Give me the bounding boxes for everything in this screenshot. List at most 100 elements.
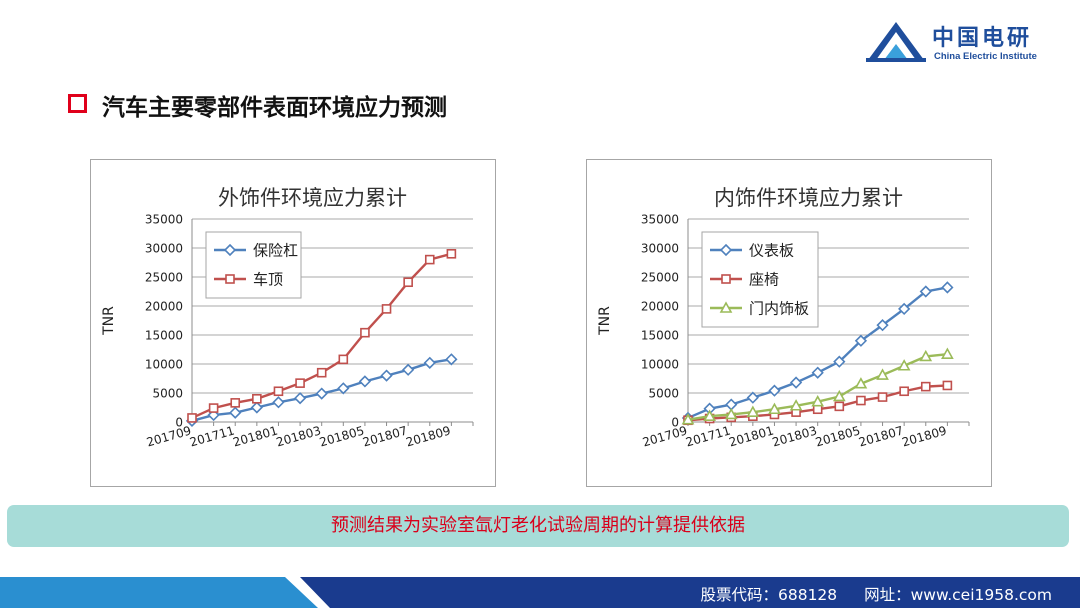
y-tick-label: 15000 [145,329,183,343]
data-point [446,249,457,259]
x-tick-label: 201807 [361,423,409,449]
data-point [681,413,695,425]
y-tick-label: 35000 [641,213,679,227]
x-tick-label: 201711 [684,423,732,449]
y-tick-label: 30000 [641,242,679,256]
data-point [423,356,436,369]
data-point [876,319,889,332]
data-point [703,409,716,422]
data-point [358,375,372,388]
data-point [768,402,781,415]
legend-label: 门内饰板 [749,300,809,318]
data-point [424,254,435,265]
logo-name-en: China Electric Institute [934,51,1037,62]
data-point [338,354,349,365]
legend-marker [223,243,237,257]
y-tick-label: 25000 [145,271,183,285]
logo-name-cn: 中国电研 [932,26,1033,51]
y-tick-label: 5000 [152,387,183,401]
data-point [293,392,307,405]
legend-label: 仪表板 [749,242,794,260]
exterior-parts-chart-svg: 外饰件环境应力累计 0 5000 10000 15000 20000 25000 30000 3… [101,186,474,450]
data-point [897,359,911,371]
stock-code: 688128 [777,586,838,604]
data-point [854,377,868,389]
data-point [252,394,262,404]
data-point [789,376,803,389]
data-point [811,395,825,407]
y-tick-label: 35000 [145,213,183,227]
y-tick-label: 20000 [641,300,679,314]
conclusion-text: 预测结果为实验室氙灯老化试验周期的计算提供依据 [331,515,745,536]
data-point [942,380,953,391]
data-point [229,406,242,419]
data-point [250,401,263,414]
data-point [877,392,888,402]
interior-parts-chart-svg: 内饰件环境应力累计 0 5000 10000 15000 20000 25000 30000 3… [597,186,970,450]
x-tick-label: 201803 [275,423,323,449]
conclusion-banner: 预测结果为实验室氙灯老化试验周期的计算提供依据 [7,505,1069,547]
x-tick-label: 201801 [727,423,775,449]
y-tick-label: 10000 [641,358,679,372]
slide-title: 汽车主要零部件表面环境应力预测 [102,95,447,121]
data-point [337,382,350,395]
y-axis-label: TNR [101,306,117,336]
data-point [208,403,219,413]
y-tick-label: 0 [175,416,183,430]
footer-info: 股票代码：688128 网址：www.cei1958.com [694,583,1052,605]
y-tick-label: 10000 [145,358,183,372]
legend-label: 座椅 [749,271,779,289]
data-point [445,353,458,366]
x-tick-label: 201803 [771,423,819,449]
chart-title: 外饰件环境应力累计 [218,186,407,210]
data-point [854,334,868,347]
data-point [403,277,413,288]
legend-box [205,231,302,299]
data-point [789,399,803,411]
x-tick-label: 201709 [145,423,193,449]
data-point [941,347,954,359]
data-point [380,369,393,382]
data-point [876,368,889,380]
x-tick-label: 201805 [814,423,862,449]
data-point [402,363,415,376]
x-tick-label: 201807 [857,423,905,449]
legend-marker [721,274,731,284]
y-tick-label: 25000 [641,271,679,285]
y-tick-label: 20000 [145,300,183,314]
legend-label: 保险杠 [253,242,298,260]
data-point [899,386,909,397]
data-point [724,407,738,420]
data-point [381,304,392,314]
exterior-parts-chart: 外饰件环境应力累计 0 5000 10000 15000 20000 25000 30000 3… [90,159,496,487]
legend-marker [719,243,733,257]
data-point [273,386,284,397]
data-point [833,355,846,368]
x-tick-label: 201801 [231,423,279,449]
data-point [295,378,305,388]
x-tick-label: 201809 [404,423,452,449]
data-point [272,396,285,409]
data-point [919,285,932,298]
y-tick-label: 15000 [641,329,679,343]
logo-mark-icon [866,22,926,62]
data-point [360,327,370,338]
y-tick-label: 30000 [145,242,183,256]
stock-label: 股票代码： [700,586,778,604]
data-point [187,413,197,423]
data-point [898,302,911,316]
footer-bar: 股票代码：688128 网址：www.cei1958.com [0,577,1080,608]
title-bullet-icon [68,94,87,113]
legend-marker [225,274,235,284]
x-tick-label: 201809 [900,423,948,449]
data-point [768,384,781,397]
data-point [941,281,954,294]
data-point [919,349,933,362]
footer-shape [0,577,1080,608]
data-point [230,398,241,408]
data-point [811,366,824,379]
data-point [746,405,760,417]
site-link[interactable]: www.cei1958.com [910,586,1052,604]
interior-parts-chart: 内饰件环境应力累计 0 5000 10000 15000 20000 25000 30000 3… [586,159,992,487]
company-logo: 中国电研 China Electric Institute [866,18,1066,66]
